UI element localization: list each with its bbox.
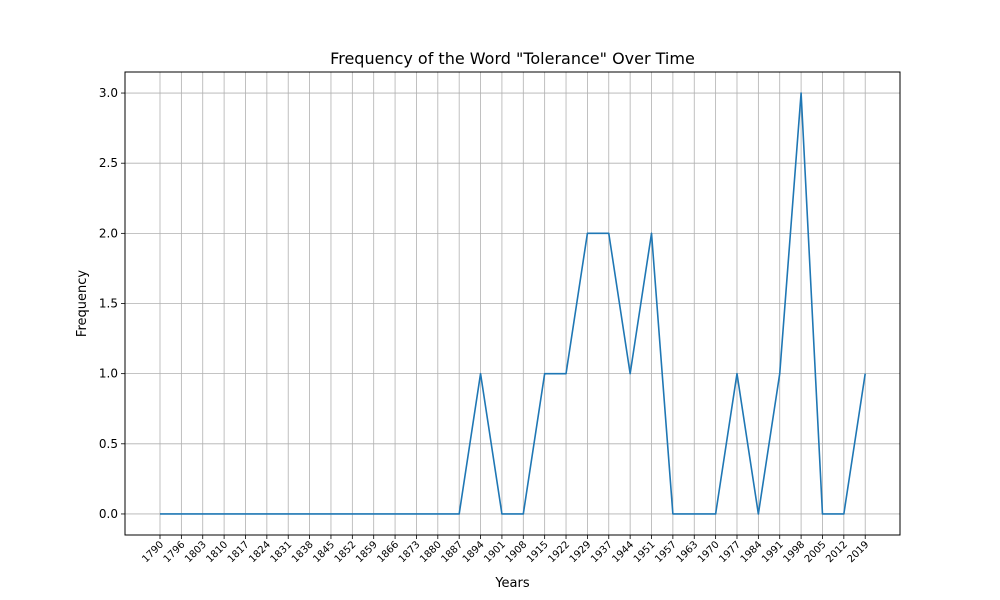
series-layer <box>160 92 867 515</box>
y-tick-label: 1.5 <box>99 297 118 311</box>
series-line <box>160 92 867 515</box>
y-tick-label: 0.5 <box>99 437 118 451</box>
y-axis-label: Frequency <box>75 270 90 337</box>
x-axis-label: Years <box>494 576 530 591</box>
chart-title: Frequency of the Word "Tolerance" Over T… <box>330 49 695 68</box>
grid <box>125 72 900 535</box>
y-tick-label: 2.0 <box>99 226 118 240</box>
y-axis: 0.0 0.5 1.0 1.5 2.0 2.5 3.0 <box>99 86 125 521</box>
y-tick-label: 0.0 <box>99 507 118 521</box>
y-tick-label: 1.0 <box>99 367 118 381</box>
y-tick-label: 3.0 <box>99 86 118 100</box>
y-tick-label: 2.5 <box>99 156 118 170</box>
